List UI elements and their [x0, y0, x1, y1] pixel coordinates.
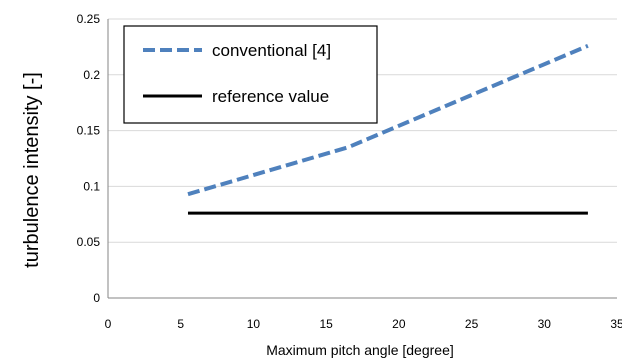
axes [107, 19, 617, 299]
x-tick-labels: 0 5 10 15 20 25 30 35 [105, 317, 622, 331]
y-axis-title: turbulence intensity [-] [21, 72, 43, 268]
y-tick-label: 0.1 [83, 179, 100, 193]
legend-box [123, 25, 378, 124]
legend: conventional [4] reference value [123, 25, 378, 124]
legend-label-reference: reference value [212, 87, 329, 106]
x-axis-title: Maximum pitch angle [degree] [266, 342, 454, 358]
x-tick-label: 15 [319, 317, 333, 331]
y-tick-label: 0.05 [77, 235, 101, 249]
x-tick-label: 5 [177, 317, 184, 331]
y-tick-labels: 0 0.05 0.1 0.15 0.2 0.25 [77, 12, 101, 305]
y-tick-label: 0.2 [83, 68, 100, 82]
legend-label-conventional: conventional [4] [212, 41, 331, 60]
series-line-conventional [187, 43, 589, 197]
x-tick-label: 25 [465, 317, 479, 331]
y-tick-label: 0 [93, 291, 100, 305]
x-tick-label: 30 [538, 317, 552, 331]
x-tick-label: 35 [610, 317, 622, 331]
y-tick-label: 0.25 [77, 12, 101, 26]
x-tick-label: 0 [105, 317, 112, 331]
x-tick-label: 20 [392, 317, 406, 331]
y-tick-label: 0.15 [77, 124, 101, 138]
series [187, 43, 589, 215]
x-tick-label: 10 [247, 317, 261, 331]
